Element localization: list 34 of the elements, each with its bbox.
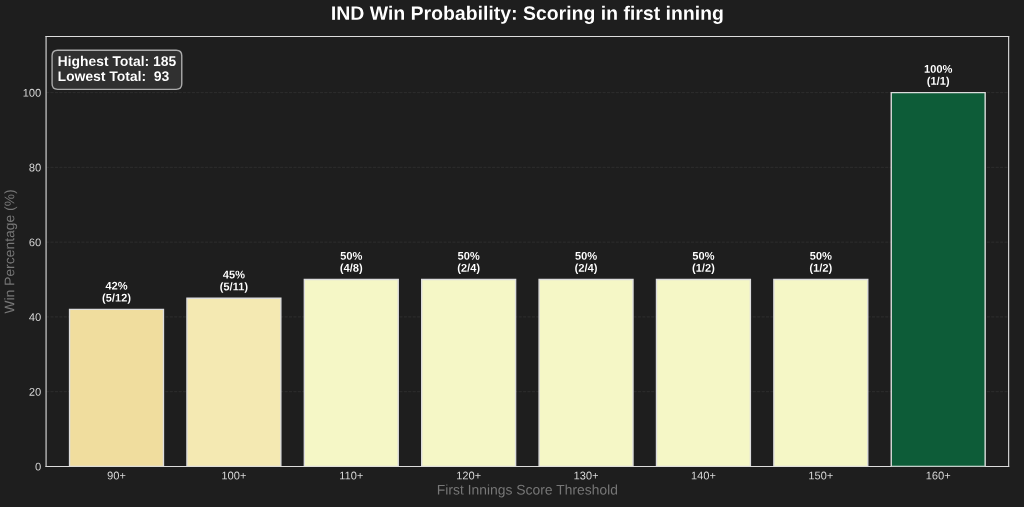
bar <box>303 278 399 467</box>
x-axis-title: First Innings Score Threshold <box>437 484 618 498</box>
x-tick-label: 150+ <box>809 471 833 480</box>
data-label: 45% (5/11) <box>220 270 248 293</box>
data-label: 50% (2/4) <box>457 251 480 274</box>
bar <box>773 278 869 467</box>
y-tick-label: 100 <box>23 88 41 97</box>
y-tick-label: 0 <box>35 462 41 471</box>
chart-title: IND Win Probability: Scoring in first inning <box>332 5 723 24</box>
bar <box>186 297 282 467</box>
data-label: 50% (1/2) <box>809 251 832 274</box>
x-tick-label: 110+ <box>340 471 363 480</box>
x-tick-label: 120+ <box>457 471 481 480</box>
x-tick-label: 130+ <box>574 471 599 480</box>
y-axis-title: Win Percentage (%) <box>4 190 18 314</box>
data-label: 50% (4/8) <box>340 251 363 274</box>
bar <box>890 91 986 467</box>
y-tick-label: 60 <box>29 238 41 247</box>
data-label: 50% (1/2) <box>692 251 715 274</box>
bar <box>655 278 752 467</box>
x-tick-label: 100+ <box>222 471 246 480</box>
data-label: 100% (1/1) <box>924 64 953 88</box>
data-label: 50% (2/4) <box>575 251 597 274</box>
y-tick-label: 40 <box>29 313 41 322</box>
x-tick-label: 90+ <box>107 471 126 480</box>
bar <box>68 308 165 467</box>
bar <box>421 278 517 467</box>
y-tick-label: 20 <box>29 387 41 396</box>
y-tick-label: 80 <box>29 163 41 172</box>
x-tick-label: 140+ <box>691 471 716 480</box>
bar <box>538 278 634 467</box>
data-label: 42% (5/12) <box>102 281 131 304</box>
x-tick-label: 160+ <box>926 471 951 480</box>
annotation: Highest Total: 185 Lowest Total: 93 <box>58 55 176 82</box>
